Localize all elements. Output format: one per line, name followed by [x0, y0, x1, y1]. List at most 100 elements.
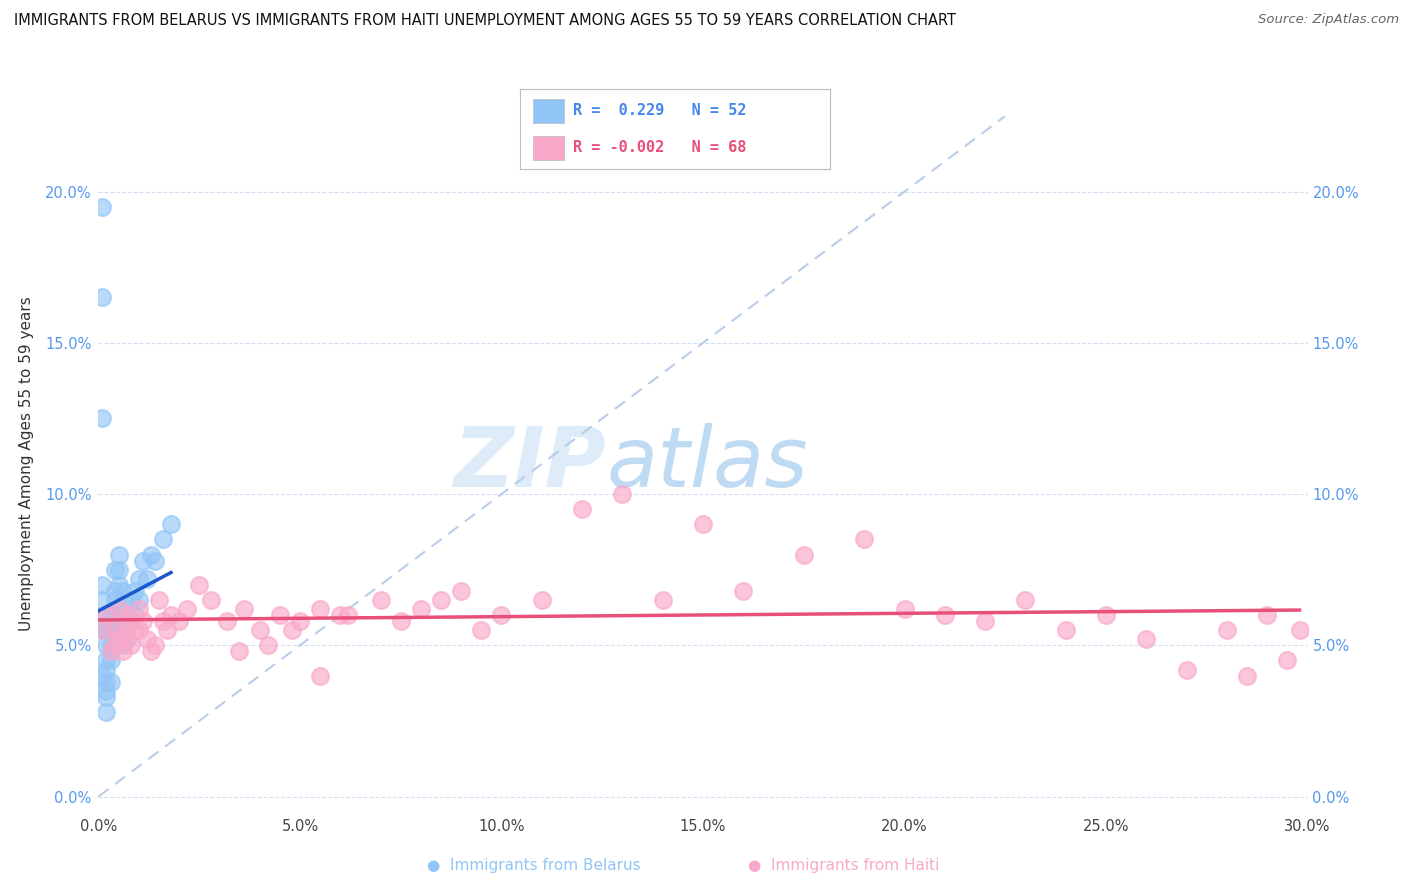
Point [1256, 608, 1278, 623]
Point [111, 583, 134, 598]
Point [692, 517, 714, 532]
Point [156, 624, 179, 638]
Point [893, 602, 915, 616]
Point [96, 690, 118, 704]
Point [100, 608, 122, 623]
Point [152, 533, 174, 547]
Point [228, 644, 250, 658]
Point [1216, 624, 1239, 638]
Point [1288, 624, 1310, 638]
Point [269, 608, 291, 623]
Point [1236, 668, 1258, 682]
Point [100, 638, 122, 652]
Bar [533, 99, 564, 123]
Point [571, 502, 593, 516]
Point [100, 653, 122, 667]
Point [100, 674, 122, 689]
Point [96, 638, 118, 652]
Point [1135, 632, 1157, 647]
Point [107, 608, 129, 623]
Point [143, 638, 166, 652]
Point [124, 624, 146, 638]
Point [103, 638, 125, 652]
Point [96, 653, 118, 667]
Point [111, 638, 134, 652]
Point [111, 624, 134, 638]
Point [115, 608, 138, 623]
Point [135, 572, 157, 586]
Point [107, 632, 129, 647]
Point [103, 624, 125, 638]
Point [111, 608, 134, 623]
Point [120, 638, 142, 652]
Point [115, 632, 138, 647]
Point [409, 602, 432, 616]
Point [96, 608, 118, 623]
Point [1175, 663, 1198, 677]
Y-axis label: Unemployment Among Ages 55 to 59 years: Unemployment Among Ages 55 to 59 years [18, 296, 34, 632]
Point [389, 614, 412, 628]
Point [612, 487, 634, 501]
Text: IMMIGRANTS FROM BELARUS VS IMMIGRANTS FROM HAITI UNEMPLOYMENT AMONG AGES 55 TO 5: IMMIGRANTS FROM BELARUS VS IMMIGRANTS FR… [14, 13, 956, 29]
Point [160, 517, 183, 532]
Point [91, 668, 114, 682]
Point [120, 614, 142, 628]
Point [107, 602, 129, 616]
Point [96, 624, 118, 638]
Point [103, 608, 125, 623]
Text: atlas: atlas [606, 424, 808, 504]
Point [430, 593, 453, 607]
Point [249, 624, 271, 638]
Point [651, 593, 673, 607]
Point [139, 644, 162, 658]
Point [103, 624, 125, 638]
Point [139, 548, 162, 562]
Point [107, 624, 129, 638]
Point [107, 578, 129, 592]
Point [934, 608, 956, 623]
Point [1095, 608, 1118, 623]
Point [100, 644, 122, 658]
Point [107, 563, 129, 577]
Point [1277, 653, 1299, 667]
Point [288, 614, 311, 628]
Point [120, 614, 142, 628]
Text: ZIP: ZIP [454, 424, 606, 504]
Point [103, 583, 125, 598]
Point [470, 624, 492, 638]
Point [96, 674, 118, 689]
Text: R =  0.229   N = 52: R = 0.229 N = 52 [572, 103, 747, 119]
Point [160, 608, 183, 623]
Text: ●  Immigrants from Haiti: ● Immigrants from Haiti [748, 858, 939, 872]
Point [329, 608, 352, 623]
Point [135, 632, 157, 647]
Point [115, 602, 138, 616]
Point [1054, 624, 1077, 638]
Text: ●  Immigrants from Belarus: ● Immigrants from Belarus [427, 858, 641, 872]
Text: Source: ZipAtlas.com: Source: ZipAtlas.com [1258, 13, 1399, 27]
Point [132, 554, 155, 568]
Point [103, 593, 125, 607]
Text: R = -0.002   N = 68: R = -0.002 N = 68 [572, 140, 747, 155]
Point [188, 578, 211, 592]
Point [128, 602, 150, 616]
Point [91, 578, 114, 592]
Point [793, 548, 815, 562]
Point [96, 608, 118, 623]
Point [115, 632, 138, 647]
Point [96, 683, 118, 698]
Point [120, 593, 142, 607]
Point [128, 624, 150, 638]
Point [91, 624, 114, 638]
Point [337, 608, 360, 623]
Point [107, 548, 129, 562]
Point [143, 554, 166, 568]
Point [91, 624, 114, 638]
Point [103, 638, 125, 652]
Point [370, 593, 392, 607]
Point [309, 602, 332, 616]
Point [309, 668, 332, 682]
Point [124, 583, 146, 598]
Point [733, 583, 755, 598]
Point [132, 614, 155, 628]
